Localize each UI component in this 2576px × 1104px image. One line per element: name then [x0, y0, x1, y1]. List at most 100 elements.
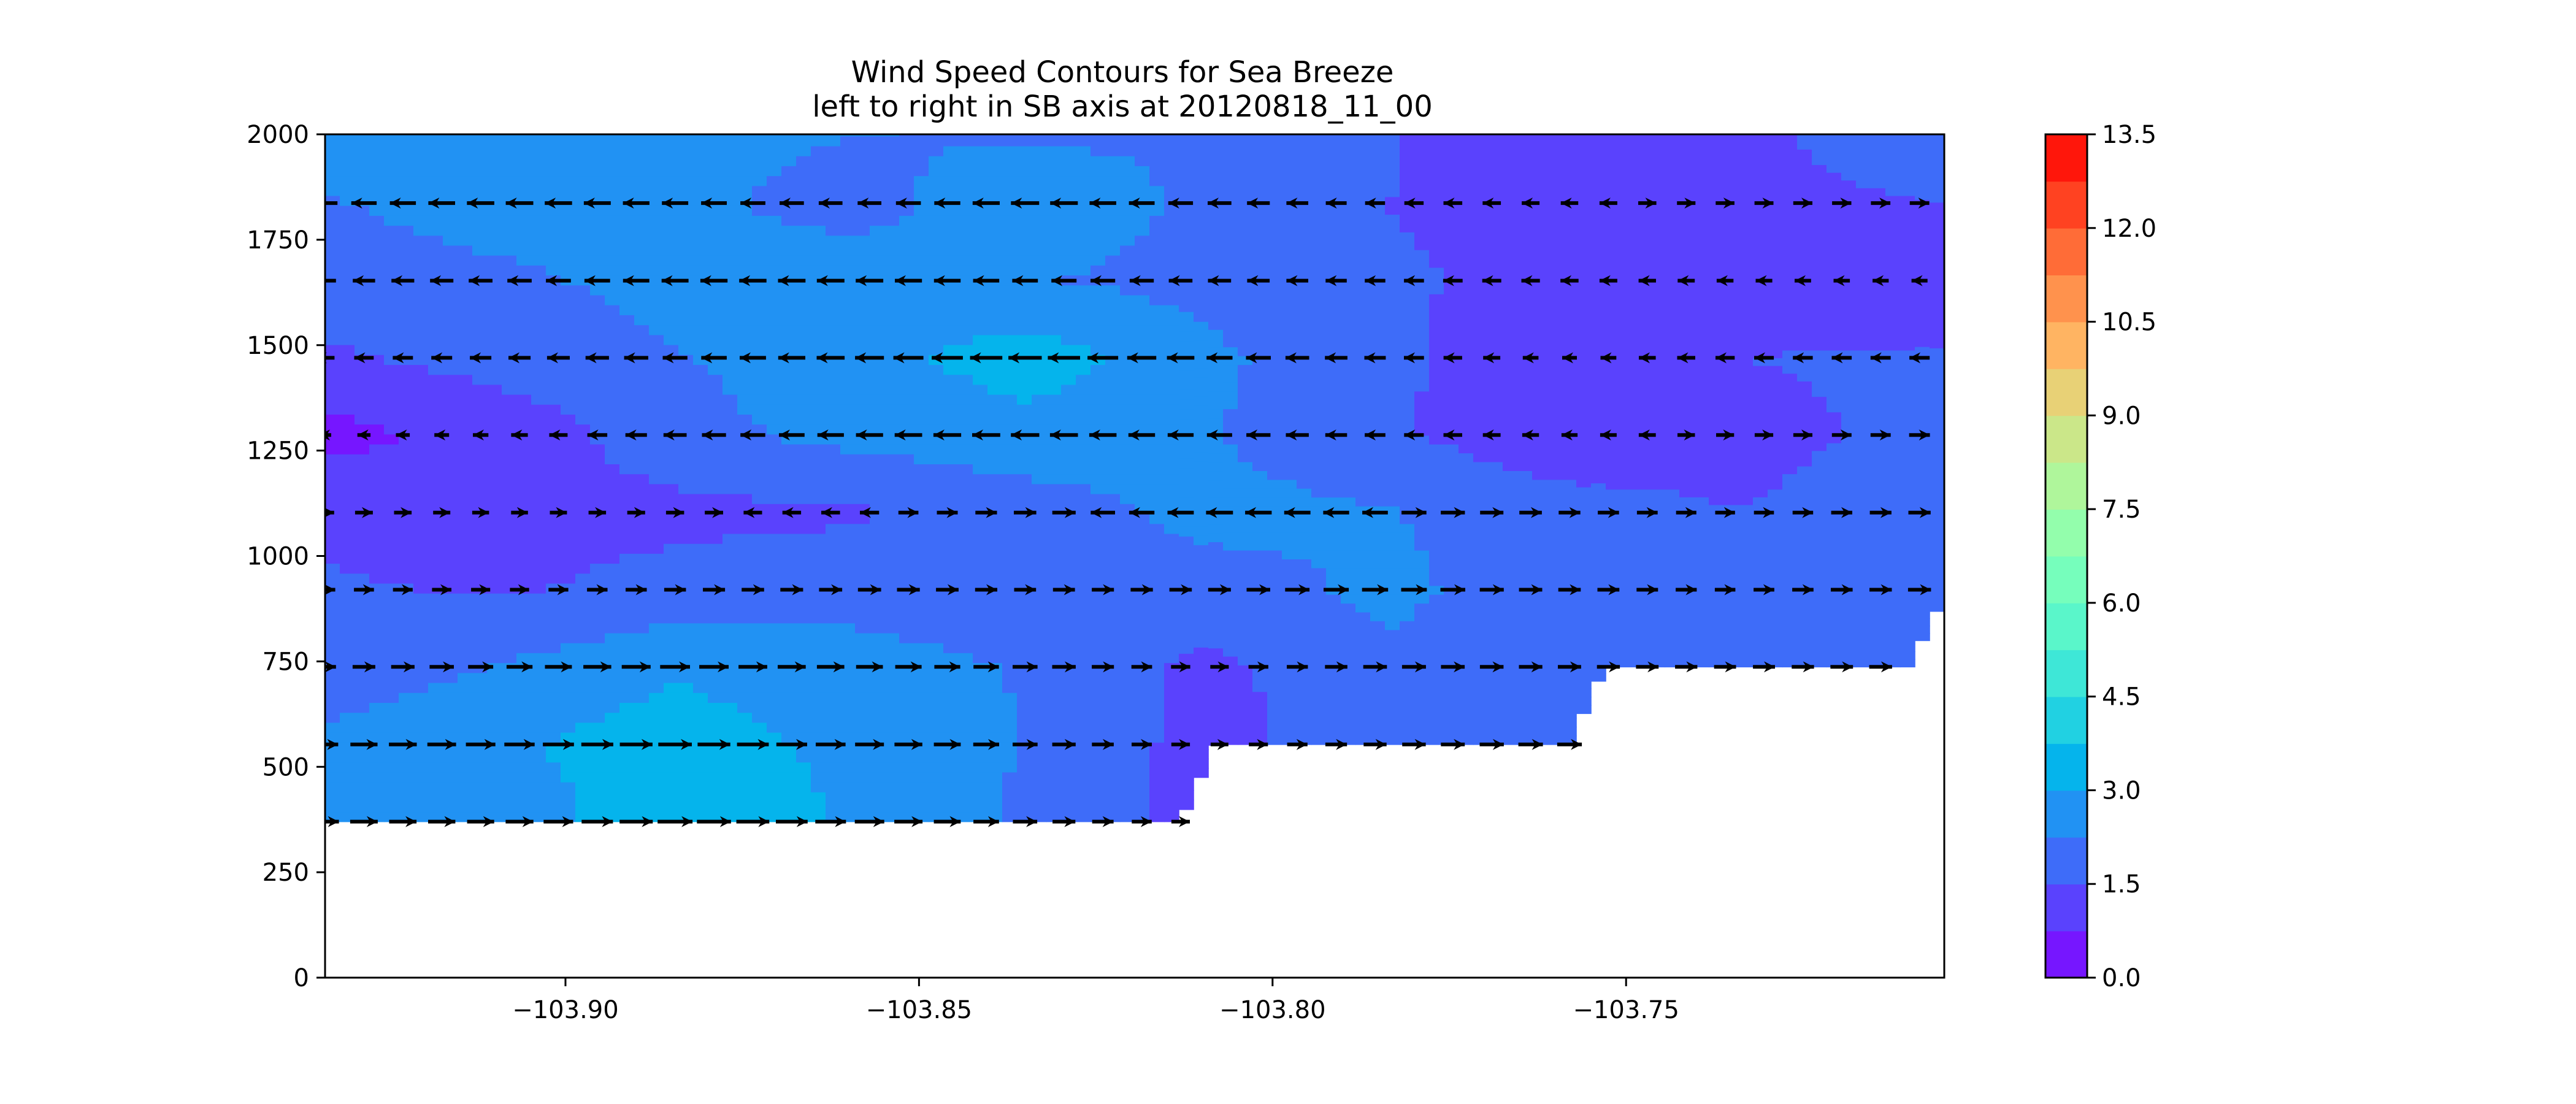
contour-cell [737, 772, 753, 783]
contour-cell [840, 632, 856, 643]
contour-cell [1076, 603, 1091, 614]
contour-cell [575, 294, 591, 305]
contour-cell [781, 603, 797, 614]
contour-cell [693, 473, 708, 485]
contour-cell [487, 523, 502, 534]
contour-cell [1326, 205, 1341, 215]
contour-cell [634, 334, 650, 345]
contour-cell [1017, 235, 1032, 246]
contour-cell [399, 752, 414, 763]
contour-cell [723, 772, 738, 783]
contour-cell [664, 294, 679, 305]
contour-cell [987, 752, 1003, 763]
contour-cell [355, 364, 370, 375]
contour-cell [943, 364, 959, 375]
contour-cell [1223, 497, 1238, 507]
contour-cell [634, 493, 650, 504]
contour-cell [811, 613, 826, 624]
contour-cell [502, 185, 517, 196]
contour-cell [811, 394, 826, 405]
contour-cell [590, 134, 605, 137]
contour-cell [958, 205, 973, 216]
contour-cell [1311, 585, 1327, 595]
contour-cell [870, 404, 885, 415]
contour-cell [899, 344, 914, 355]
contour-cell [546, 682, 561, 693]
contour-cell [1238, 443, 1253, 454]
contour-cell [1267, 541, 1282, 551]
contour-cell [1120, 155, 1135, 166]
contour-cell [1194, 554, 1209, 564]
contour-cell [693, 493, 708, 504]
contour-cell [1252, 267, 1268, 277]
contour-cell [605, 642, 620, 653]
contour-cell [458, 155, 473, 166]
contour-cell [355, 235, 370, 246]
contour-cell [1238, 285, 1253, 294]
contour-cell [693, 294, 708, 305]
contour-cell [1267, 611, 1282, 621]
contour-cell [914, 672, 929, 683]
contour-cell [1238, 470, 1253, 480]
contour-cell [678, 623, 694, 634]
contour-cell [870, 772, 885, 783]
contour-cell [855, 364, 870, 375]
contour-cell [325, 334, 340, 345]
contour-cell [1002, 175, 1018, 186]
contour-cell [723, 493, 738, 504]
contour-cell [929, 166, 944, 177]
contour-cell [708, 573, 723, 584]
contour-cell [619, 623, 635, 634]
contour-cell [1032, 533, 1047, 544]
contour-cell [1061, 225, 1076, 236]
contour-cell [1091, 642, 1106, 653]
contour-cell [1091, 513, 1106, 524]
contour-cell [678, 533, 694, 544]
contour-cell [369, 235, 385, 246]
contour-cell [811, 304, 826, 315]
contour-cell [1149, 334, 1165, 345]
contour-cell [752, 285, 767, 296]
contour-cell [458, 752, 473, 763]
contour-cell [443, 672, 458, 683]
contour-cell [693, 543, 708, 554]
contour-cell [664, 344, 679, 355]
contour-cell [708, 424, 723, 435]
contour-cell [1326, 311, 1341, 321]
contour-cell [1017, 443, 1032, 454]
contour-cell [1223, 373, 1238, 383]
contour-cell [870, 732, 885, 743]
contour-cell [973, 145, 988, 156]
contour-cell [487, 374, 502, 385]
contour-cell [1046, 811, 1062, 822]
contour-cell [487, 781, 502, 792]
contour-cell [575, 752, 591, 763]
contour-cell [767, 653, 782, 664]
contour-cell [1091, 623, 1106, 634]
contour-cell [1267, 603, 1282, 613]
contour-cell [914, 653, 929, 664]
contour-cell [811, 315, 826, 326]
contour-cell [1105, 802, 1121, 813]
contour-cell [767, 613, 782, 624]
contour-cell [340, 553, 355, 564]
contour-cell [516, 553, 532, 564]
contour-cell [1002, 811, 1018, 822]
contour-cell [678, 752, 694, 763]
contour-cell [1223, 250, 1238, 259]
contour-cell [1311, 170, 1327, 180]
contour-cell [590, 732, 605, 743]
contour-cell [1002, 504, 1018, 515]
contour-cell [399, 324, 414, 335]
contour-cell [708, 374, 723, 385]
contour-cell [870, 473, 885, 485]
contour-cell [899, 404, 914, 415]
contour-cell [634, 185, 650, 196]
contour-cell [840, 682, 856, 693]
contour-cell [1223, 338, 1238, 348]
contour-cell [1223, 232, 1238, 242]
contour-cell [1267, 435, 1282, 445]
contour-cell [1076, 533, 1091, 544]
contour-cell [472, 364, 488, 375]
contour-cell [458, 265, 473, 276]
